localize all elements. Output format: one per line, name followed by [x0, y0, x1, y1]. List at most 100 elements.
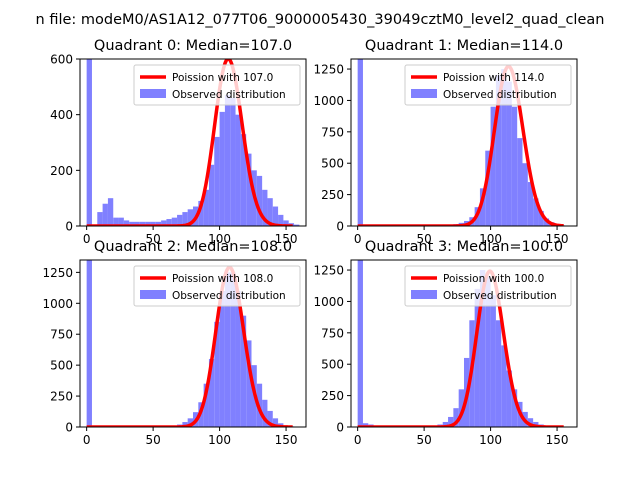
- x-tick-label: 50: [416, 433, 431, 447]
- legend-line-label: Poission with 100.0: [443, 273, 544, 285]
- histogram-bar: [294, 224, 300, 226]
- histogram-bar: [458, 389, 464, 427]
- histogram-bar: [177, 214, 183, 226]
- histogram-bar: [161, 220, 167, 226]
- histogram-bar: [272, 418, 279, 427]
- legend: Poission with 114.0 Observed distribution: [404, 64, 572, 106]
- plot-area: [85, 59, 300, 226]
- y-tick-label: 0: [336, 220, 344, 234]
- axes-frame: [79, 58, 307, 227]
- y-tick-label: 500: [50, 359, 73, 373]
- x-tick-label: 150: [546, 433, 569, 447]
- poisson-curve: [85, 265, 294, 427]
- histogram-bar: [495, 320, 502, 427]
- x-tick-label: 100: [479, 232, 502, 246]
- histogram-bar: [145, 221, 151, 226]
- histogram-bar: [485, 150, 491, 226]
- legend-line-label: Poission with 108.0: [172, 273, 273, 285]
- histogram-bar: [278, 214, 284, 226]
- histogram-bar: [246, 153, 252, 226]
- histogram-bar: [203, 189, 209, 226]
- y-tick-label: 250: [321, 389, 344, 403]
- histogram-bar: [123, 220, 130, 226]
- histogram-bar: [533, 421, 539, 427]
- subplot-quadrant-2: 0 50 100 150 0 250 500 750 1000 1250 Quadrant 2: M…: [42, 239, 307, 447]
- legend-patch-label: Observed distribution: [443, 89, 557, 101]
- histogram-bar: [453, 408, 459, 427]
- histogram-bar: [501, 345, 507, 427]
- y-tick-label: 0: [65, 220, 73, 234]
- histogram-bar: [235, 114, 241, 226]
- legend-line-label: Poission with 114.0: [443, 72, 544, 84]
- histogram-bar: [214, 321, 220, 427]
- histogram-bar: [187, 209, 193, 226]
- legend-patch-swatch: [411, 290, 437, 299]
- histogram-bar: [267, 198, 273, 226]
- histogram-bar: [527, 418, 534, 427]
- x-tick-label: 0: [83, 433, 91, 447]
- legend: Poission with 108.0 Observed distribution: [133, 265, 301, 307]
- histogram-bar: [448, 416, 454, 427]
- x-tick-label: 100: [208, 433, 231, 447]
- histogram-bar: [506, 81, 512, 226]
- histogram-bar: [246, 340, 252, 427]
- histogram-bar: [86, 59, 92, 226]
- histogram-bar: [171, 217, 178, 226]
- plot-area: [356, 260, 565, 427]
- legend-patch-label: Observed distribution: [172, 290, 286, 302]
- histogram-bar: [134, 221, 140, 226]
- histogram-bar: [267, 410, 273, 427]
- histogram-bar: [208, 164, 215, 226]
- histogram-bar: [522, 163, 528, 226]
- histogram-bar: [501, 69, 507, 226]
- legend-box: [404, 265, 572, 307]
- histogram-bar: [214, 136, 220, 226]
- legend: Poission with 100.0 Observed distribution: [404, 265, 572, 307]
- histogram-bar: [511, 389, 518, 427]
- histogram-bar: [272, 206, 279, 226]
- y-tick-label: 500: [321, 358, 344, 372]
- y-tick-label: 750: [321, 326, 344, 340]
- histogram-bar: [511, 106, 518, 226]
- subplot-quadrant-0: 0 50 100 150 0 200 400 600 Quadrant 0: Median=10…: [50, 38, 307, 246]
- x-tick-label: 150: [275, 232, 298, 246]
- y-tick-label: 750: [50, 328, 73, 342]
- histogram-bar: [107, 198, 114, 226]
- poisson-curve: [356, 269, 565, 427]
- histogram-bar: [485, 276, 491, 427]
- y-tick-label: 1250: [313, 63, 344, 77]
- histogram-bar: [240, 134, 247, 226]
- histogram-bar: [139, 221, 146, 226]
- histogram-bar: [203, 383, 209, 427]
- histogram-bar: [155, 221, 162, 226]
- histogram-bar: [224, 95, 231, 226]
- subplot-title: Quadrant 2: Median=108.0: [94, 239, 292, 255]
- legend-box: [133, 64, 301, 106]
- y-tick-label: 750: [321, 125, 344, 139]
- histogram-bar: [533, 198, 539, 226]
- histogram-bar: [362, 423, 369, 427]
- y-tick-label: 1250: [313, 264, 344, 278]
- legend-box: [404, 64, 572, 106]
- legend-box: [133, 265, 301, 307]
- histogram-bar: [479, 188, 486, 226]
- histogram-bar: [235, 290, 241, 427]
- axes-frame: [350, 58, 578, 227]
- subplot-title: Quadrant 0: Median=107.0: [94, 38, 292, 54]
- y-tick-label: 1000: [313, 94, 344, 108]
- histogram-bar: [113, 217, 119, 226]
- y-tick-label: 250: [321, 188, 344, 202]
- histogram-bar: [357, 260, 363, 427]
- poisson-curve: [85, 59, 294, 226]
- subplot-quadrant-1: 0 50 100 150 0 250 500 750 1000 1250 Quadrant 1: M…: [313, 38, 578, 246]
- subplot-quadrant-3: 0 50 100 150 0 250 500 750 1000 1250 Quadrant 3: M…: [313, 239, 578, 447]
- subplot-title: Quadrant 3: Median=100.0: [365, 239, 563, 255]
- histogram-bar: [442, 421, 449, 427]
- histogram-bar: [230, 97, 236, 226]
- y-tick-label: 250: [50, 390, 73, 404]
- legend-patch-swatch: [411, 89, 437, 98]
- x-tick-label: 150: [546, 232, 569, 246]
- y-tick-label: 1000: [42, 297, 73, 311]
- y-tick-label: 500: [321, 157, 344, 171]
